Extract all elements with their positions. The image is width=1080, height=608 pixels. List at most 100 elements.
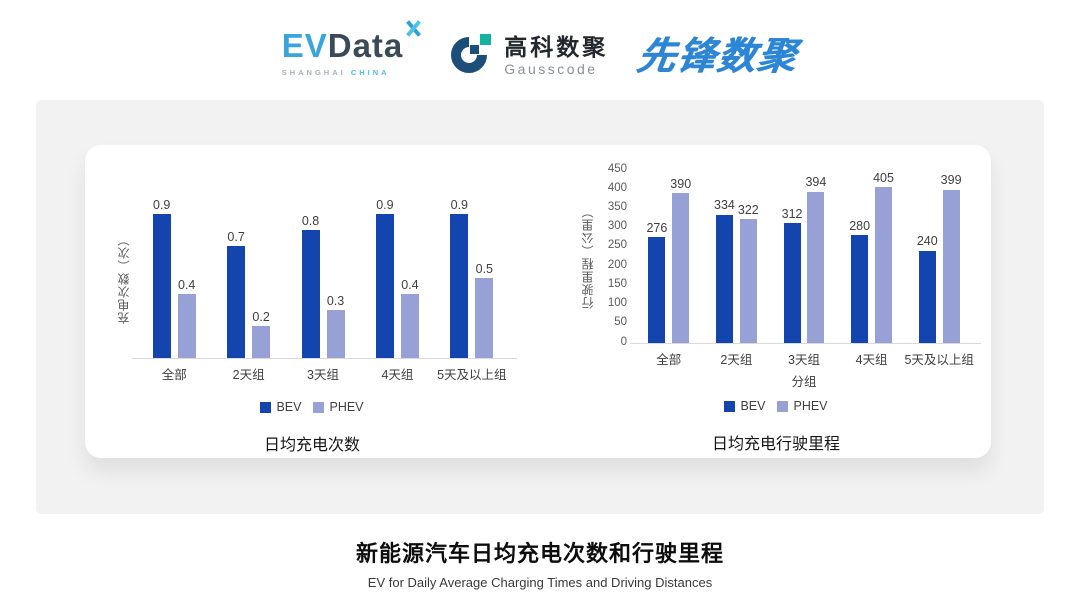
y-tick-label: 200 xyxy=(607,258,627,271)
evdata-wordmark: EV Data xyxy=(281,20,422,65)
bar-wrap: 405 xyxy=(873,170,894,343)
legend: BEV PHEV xyxy=(724,399,828,413)
bar-wrap: 0.5 xyxy=(475,198,494,358)
chart-driving-distance: 行驶里程（公里） 0 50 100 150 200 250 300 350 400 450 276… xyxy=(579,145,981,458)
chart-title: 日均充电次数 xyxy=(263,437,360,454)
bar-pair: 312 394 xyxy=(782,170,826,343)
y-tick-label: 100 xyxy=(607,297,627,310)
bar-group: 334 322 2天组 xyxy=(703,170,771,368)
category-label: 5天及以上组 xyxy=(904,353,974,367)
phev-bar xyxy=(326,310,345,358)
category-label: 3天组 xyxy=(788,353,820,367)
evdata-shanghai-text: SHANGHAI xyxy=(281,68,346,77)
pioneer-logo: 先锋数聚 xyxy=(634,25,802,80)
header-logos: EV Data SHANGHAI CHINA 高科数聚 Gausscode 先锋… xyxy=(0,0,1080,82)
phev-bar xyxy=(177,294,196,358)
legend: BEV PHEV xyxy=(260,400,364,414)
bar-value-label: 240 xyxy=(916,234,938,249)
bar-group: 280 405 4天组 xyxy=(838,170,906,368)
bar-pair: 0.9 0.4 xyxy=(152,198,196,358)
bar-value-label: 399 xyxy=(940,173,962,188)
legend-swatch-icon xyxy=(313,401,325,413)
bar-wrap: 390 xyxy=(670,170,691,343)
chart-area: 行驶里程（公里） 0 50 100 150 200 250 300 350 400 450 276… xyxy=(579,163,981,390)
evdata-logo: EV Data SHANGHAI CHINA xyxy=(281,20,422,77)
chart-area: 充电次数（次） 0.9 0.4 全部 0.7 0.2 2天组 0.8 0.3 3天组 0.9 0.4… xyxy=(115,198,517,383)
bev-bar xyxy=(375,214,394,358)
bar-wrap: 0.7 xyxy=(227,198,246,358)
category-label: 全部 xyxy=(656,353,682,367)
gausscode-text: 高科数聚 Gausscode xyxy=(504,28,608,77)
legend-item: PHEV xyxy=(313,400,364,414)
y-tick-label: 350 xyxy=(607,200,627,213)
bar-group: 0.9 0.4 4天组 xyxy=(360,198,434,383)
legend-swatch-icon xyxy=(777,400,789,412)
bar-wrap: 399 xyxy=(941,170,962,343)
y-axis-label-box: 充电次数（次） xyxy=(115,198,132,358)
phev-bar xyxy=(672,193,690,343)
gausscode-logo: 高科数聚 Gausscode xyxy=(449,28,608,77)
bar-group: 276 390 全部 xyxy=(635,170,703,368)
bar-pair: 0.9 0.5 xyxy=(450,198,494,358)
bar-group: 0.7 0.2 2天组 xyxy=(211,198,285,383)
bar-wrap: 322 xyxy=(738,170,759,343)
bev-bar xyxy=(851,235,869,343)
bev-bar xyxy=(715,214,733,343)
evdata-data-text: Data xyxy=(327,27,404,64)
evdata-subtitle: SHANGHAI CHINA xyxy=(282,68,420,77)
pioneer-wordmark: 先锋数聚 xyxy=(634,35,801,78)
category-label: 3天组 xyxy=(307,368,339,382)
bar-pair: 240 399 xyxy=(917,170,962,343)
bar-value-label: 280 xyxy=(849,218,871,233)
category-label: 全部 xyxy=(161,368,187,382)
y-tick-label: 300 xyxy=(607,220,627,233)
phev-bar xyxy=(400,294,419,358)
y-tick-label: 0 xyxy=(620,335,627,348)
bar-value-label: 0.9 xyxy=(153,198,171,212)
bar-wrap: 0.4 xyxy=(400,198,419,358)
bar-wrap: 334 xyxy=(714,170,735,343)
footer: 新能源汽车日均充电次数和行驶里程 EV for Daily Average Ch… xyxy=(0,536,1080,590)
bar-group: 240 399 5天及以上组 xyxy=(904,170,974,368)
bev-bar xyxy=(152,214,171,358)
plot-area: 276 390 全部 334 322 2天组 312 394 3天组 280 405 4天组 240 39… xyxy=(630,170,981,390)
gausscode-en-text: Gausscode xyxy=(504,60,598,77)
bar-wrap: 240 xyxy=(917,170,938,343)
bar-pair: 280 405 xyxy=(849,170,894,343)
category-label: 4天组 xyxy=(855,353,888,367)
legend-swatch-icon xyxy=(260,401,272,413)
y-tick-label: 150 xyxy=(607,277,627,290)
y-ticks: 0 50 100 150 200 250 300 350 400 450 xyxy=(601,163,627,347)
bar-pair: 334 322 xyxy=(714,170,759,343)
bar-value-label: 0.7 xyxy=(227,229,245,244)
bar-wrap: 0.9 xyxy=(450,198,469,358)
bar-wrap: 0.2 xyxy=(252,198,271,358)
legend-label: BEV xyxy=(276,400,302,414)
bev-bar xyxy=(227,246,246,358)
category-label: 2天组 xyxy=(232,368,265,382)
gausscode-icon xyxy=(451,33,492,73)
bar-wrap: 312 xyxy=(782,170,802,343)
bar-value-label: 322 xyxy=(737,202,759,217)
phev-bar xyxy=(252,326,271,358)
bar-wrap: 276 xyxy=(646,170,667,343)
bar-wrap: 0.9 xyxy=(152,198,171,358)
bar-value-label: 334 xyxy=(714,198,735,213)
plot-area: 0.9 0.4 全部 0.7 0.2 2天组 0.8 0.3 3天组 0.9 0.4 4天组 0.9 0.… xyxy=(132,198,517,383)
charts-card: 充电次数（次） 0.9 0.4 全部 0.7 0.2 2天组 0.8 0.3 3天组 0.9 0.4… xyxy=(85,145,991,458)
legend-item: PHEV xyxy=(777,399,828,413)
phev-bar xyxy=(807,191,825,343)
evdata-china-text: CHINA xyxy=(350,68,390,77)
bev-bar xyxy=(301,230,320,358)
chart-title: 日均充电行驶里程 xyxy=(711,436,840,453)
chart-charging-times: 充电次数（次） 0.9 0.4 全部 0.7 0.2 2天组 0.8 0.3 3天组 0.9 0.4… xyxy=(115,145,517,458)
phev-bar xyxy=(942,189,960,343)
category-label: 4天组 xyxy=(381,368,414,382)
evdata-ev-text: EV xyxy=(281,27,328,64)
bev-bar xyxy=(648,236,666,343)
bar-value-label: 0.9 xyxy=(376,198,394,212)
legend-swatch-icon xyxy=(724,400,736,412)
bar-value-label: 0.9 xyxy=(450,198,469,212)
y-axis-label: 充电次数（次） xyxy=(117,232,131,324)
y-tick-label: 50 xyxy=(614,316,627,329)
